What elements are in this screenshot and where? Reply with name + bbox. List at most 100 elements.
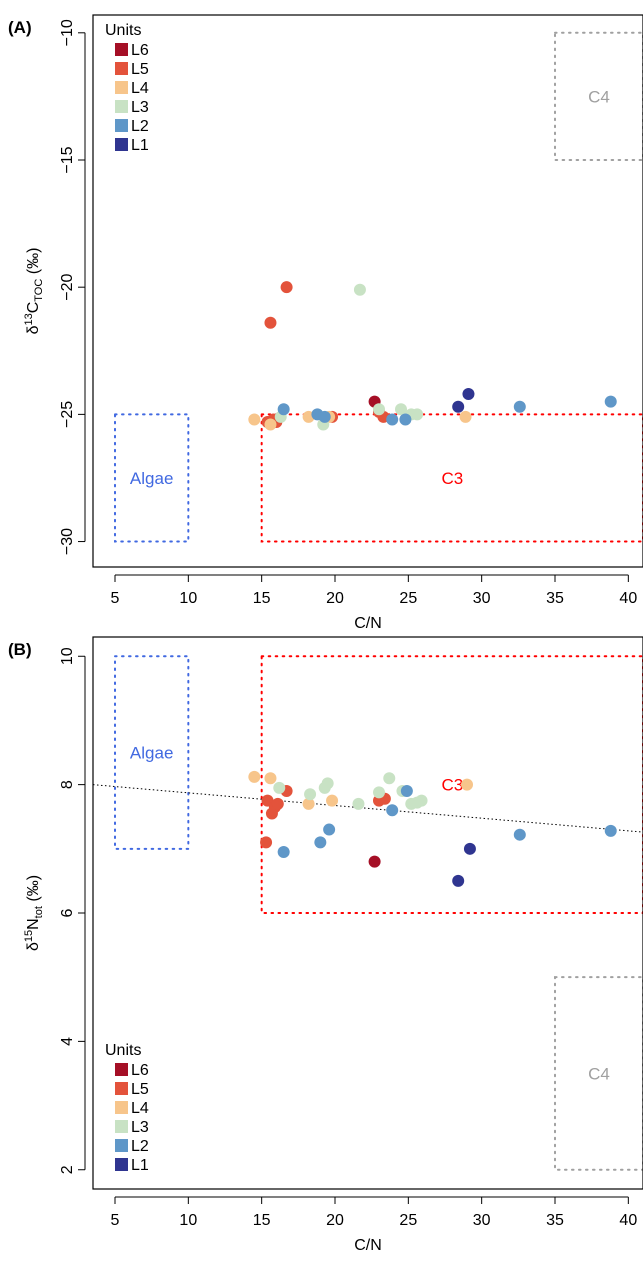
panel-a-x-axis-label: C/N [354, 615, 382, 632]
panel-a-legend-label-l1: L1 [131, 137, 149, 154]
panel-a-y-label-sup: 13 [23, 313, 35, 325]
panel-b-points [248, 770, 617, 887]
panel-b-legend-swatch-l4 [115, 1101, 128, 1114]
panel-a-legend-label-l4: L4 [131, 80, 149, 97]
panel-b-x-axis-label: C/N [354, 1237, 382, 1254]
panel-b-legend-label-l3: L3 [131, 1119, 149, 1136]
panel-b: (B) Algae C3 C4 5 10 15 20 25 30 35 40 2 4 6 8 10 C/N… [8, 636, 643, 1254]
panel-a-x-tick-label: 40 [619, 590, 637, 607]
panel-a-point-l2-6 [604, 395, 617, 408]
panel-a-point-l3-4 [395, 403, 407, 416]
panel-a-y-label-base: δ [25, 325, 42, 334]
panel-b-region-label-algae: Algae [130, 744, 173, 763]
panel-a-y-label-unit: (‰) [25, 248, 42, 279]
panel-b-y-axis: 2 4 6 8 10 [59, 647, 86, 1174]
panel-b-x-tick-label: 10 [179, 1212, 197, 1229]
panel-b-point-l1-0 [452, 874, 465, 887]
panel-a-legend-label-l2: L2 [131, 118, 149, 135]
panel-b-legend-label-l2: L2 [131, 1138, 149, 1155]
panel-b-y-label-base: δ [25, 942, 42, 951]
panel-a-legend-swatch-l3 [115, 100, 128, 113]
panel-a-x-tick-label: 15 [253, 590, 271, 607]
panel-b-legend-label-l1: L1 [131, 1157, 149, 1174]
panel-b-x-tick-label: 5 [111, 1212, 120, 1229]
panel-a-legend-swatch-l1 [115, 138, 128, 151]
panel-a-legend-label-l6: L6 [131, 42, 149, 59]
panel-b-legend-label-l5: L5 [131, 1081, 149, 1098]
panel-b-x-tick-label: 35 [546, 1212, 564, 1229]
panel-a-point-l4-1 [264, 418, 277, 431]
panel-a-regions: Algae C3 C4 [114, 31, 643, 543]
panel-a-y-axis: −10 −15 −20 −25 −30 [59, 19, 86, 555]
panel-a-point-l3-6 [411, 408, 424, 421]
panel-b-y-label-unit: (‰) [25, 875, 42, 906]
panel-a-region-c3 [260, 413, 643, 543]
panel-b-legend-swatch-l6 [115, 1063, 128, 1076]
panel-a-point-l4-4 [459, 410, 472, 423]
panel-b-trendline [92, 784, 643, 833]
panel-b-legend-swatch-l2 [115, 1139, 128, 1152]
panel-a-point-l5-0 [264, 316, 277, 329]
panel-a-legend: Units L6 L5 L4 L3 L2 L1 [105, 22, 149, 154]
panel-b-x-tick-label: 20 [326, 1212, 344, 1229]
panel-a-point-l2-2 [318, 410, 331, 423]
panel-b-point-l3-5 [373, 786, 385, 799]
panel-a-point-l2-4 [399, 413, 412, 426]
panel-a-y-tick-label: −15 [59, 146, 76, 173]
panel-b-legend-title: Units [105, 1042, 141, 1059]
panel-b-y-tick-label: 10 [59, 647, 76, 665]
panel-a-point-l3-0 [353, 283, 366, 296]
panel-a-x-tick-label: 5 [111, 590, 120, 607]
panel-b-point-l4-4 [461, 778, 473, 791]
panel-b-point-l5-0 [260, 836, 273, 849]
panel-b-x-tick-label: 40 [619, 1212, 637, 1229]
panel-a-y-axis-label: δ13CTOC (‰) [23, 248, 45, 335]
panel-a-point-l3-3 [373, 403, 385, 416]
panel-b-x-tick-label: 25 [399, 1212, 417, 1229]
panel-b-point-l2-4 [400, 785, 413, 798]
panel-b-point-l4-1 [264, 772, 277, 785]
panel-b-point-l2-3 [386, 804, 399, 817]
panel-b-label: (B) [8, 640, 32, 659]
panel-b-point-l3-1 [304, 788, 317, 801]
panel-b-point-l6-0 [368, 855, 381, 868]
panel-b-legend-label-l6: L6 [131, 1062, 149, 1079]
panel-b-point-l5-4 [271, 797, 284, 810]
panel-a-region-c4 [554, 31, 643, 161]
panel-a-x-axis: 5 10 15 20 25 30 35 40 [111, 574, 637, 607]
panel-a-points [248, 281, 617, 431]
panel-a-plot-frame [92, 14, 643, 568]
panel-b-point-l1-1 [463, 842, 476, 855]
panel-a-x-tick-label: 30 [473, 590, 491, 607]
panel-b-region-label-c3: C3 [441, 776, 463, 795]
panel-a-point-l1-1 [462, 388, 475, 401]
panel-a-point-l2-5 [513, 400, 526, 413]
panel-b-y-label-sup: 15 [23, 930, 35, 942]
panel-a-legend-swatch-l5 [115, 62, 128, 75]
panel-b-legend-swatch-l5 [115, 1082, 128, 1095]
panel-b-legend-swatch-l3 [115, 1120, 128, 1133]
panel-a-x-tick-label: 35 [546, 590, 564, 607]
panel-b-y-axis-label: δ15Ntot (‰) [23, 875, 45, 951]
panel-a-point-l1-0 [452, 400, 465, 413]
panel-a-point-l2-0 [277, 403, 290, 416]
panel-b-y-label-main: N [25, 918, 42, 930]
panel-b-x-tick-label: 30 [473, 1212, 491, 1229]
panel-a-region-label-c4: C4 [588, 87, 610, 106]
panel-a-point-l4-0 [248, 413, 261, 426]
panel-b-trend-line [92, 784, 643, 833]
panel-a-region-label-c3: C3 [441, 469, 463, 488]
panel-b-region-c3 [260, 655, 643, 914]
panel-a-y-tick-label: −30 [59, 528, 76, 555]
panel-b-region-label-c4: C4 [588, 1064, 610, 1083]
panel-a-y-tick-label: −20 [59, 274, 76, 301]
panel-a-region-algae [114, 413, 190, 543]
panel-b-legend-label-l4: L4 [131, 1100, 149, 1117]
panel-b-y-tick-label: 4 [59, 1037, 76, 1046]
panel-b-region-algae [114, 655, 190, 850]
panel-a-x-tick-label: 10 [179, 590, 197, 607]
panel-b-point-l3-6 [383, 772, 396, 785]
panel-b-point-l3-3 [321, 777, 334, 790]
panel-a-point-l2-3 [386, 413, 399, 426]
panel-a-legend-title: Units [105, 22, 141, 39]
